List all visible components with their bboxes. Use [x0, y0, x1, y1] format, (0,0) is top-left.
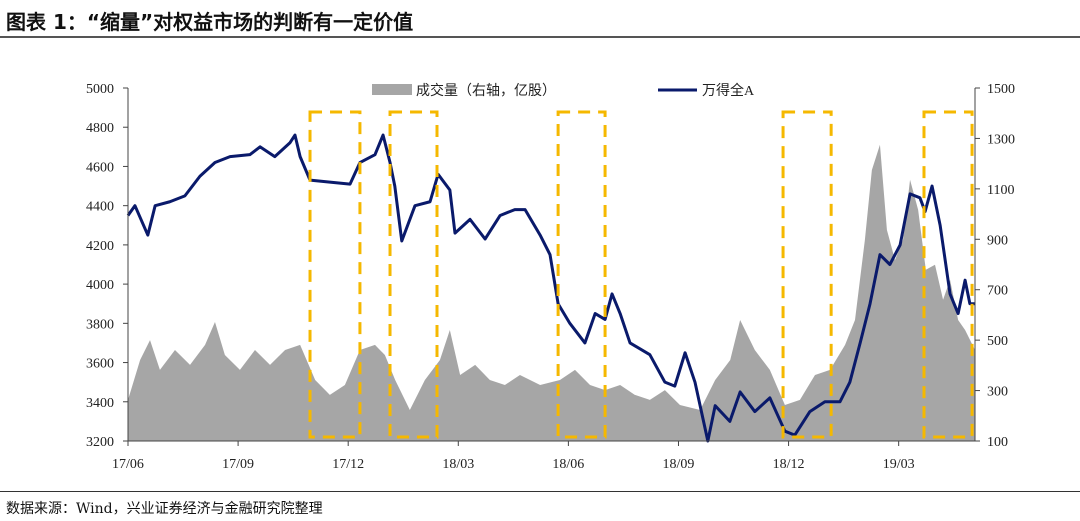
footer-divider	[0, 491, 1080, 492]
title-divider	[0, 36, 1080, 38]
index-line	[126, 133, 975, 443]
legend-index-label: 万得全A	[702, 82, 755, 99]
legend: 成交量（右轴，亿股） 万得全A	[372, 82, 755, 99]
right-tick-label: 300	[987, 385, 1008, 400]
source-note: 数据来源：Wind，兴业证券经济与金融研究院整理	[6, 501, 323, 517]
highlight-box	[556, 110, 607, 439]
right-tick-label: 1300	[987, 132, 1015, 147]
legend-volume-label: 成交量（右轴，亿股）	[416, 82, 556, 99]
x-tick-label: 17/06	[112, 457, 144, 472]
x-tick-label: 19/03	[883, 457, 915, 472]
right-tick-label: 900	[987, 233, 1008, 248]
axes: 3200 3400 3600 3800 4000 4200 4400 4600 4800 5000…	[86, 82, 1015, 472]
volume-area-layer	[128, 144, 975, 441]
x-tick-label: 18/12	[773, 457, 805, 472]
right-tick-label: 100	[987, 435, 1008, 450]
x-tick-label: 18/09	[663, 457, 695, 472]
highlight-box	[922, 110, 974, 439]
left-tick-label: 4200	[86, 239, 114, 254]
left-tick-label: 4400	[86, 200, 114, 215]
right-tick-label: 700	[987, 284, 1008, 299]
left-tick-label: 3800	[86, 317, 114, 332]
left-tick-label: 3600	[86, 357, 114, 372]
volume-area	[128, 144, 975, 441]
left-tick-label: 4800	[86, 121, 114, 136]
x-tick-label: 18/06	[552, 457, 584, 472]
right-tick-label: 1500	[987, 82, 1015, 97]
left-tick-label: 3400	[86, 396, 114, 411]
left-tick-label: 4000	[86, 278, 114, 293]
right-tick-label: 1100	[987, 183, 1014, 198]
index-line-layer	[126, 133, 975, 443]
highlight-box	[781, 110, 833, 439]
left-tick-label: 3200	[86, 435, 114, 450]
x-tick-label: 18/03	[442, 457, 474, 472]
highlight-boxes	[308, 110, 974, 439]
x-tick-label: 17/09	[222, 457, 254, 472]
legend-volume-swatch	[372, 84, 412, 95]
right-tick-label: 500	[987, 334, 1008, 349]
highlight-box	[308, 110, 362, 439]
highlight-box	[388, 110, 439, 439]
left-tick-label: 4600	[86, 160, 114, 175]
figure-title: 图表 1：“缩量”对权益市场的判断有一定价值	[6, 10, 414, 34]
x-tick-label: 17/12	[332, 457, 364, 472]
left-tick-label: 5000	[86, 82, 114, 97]
